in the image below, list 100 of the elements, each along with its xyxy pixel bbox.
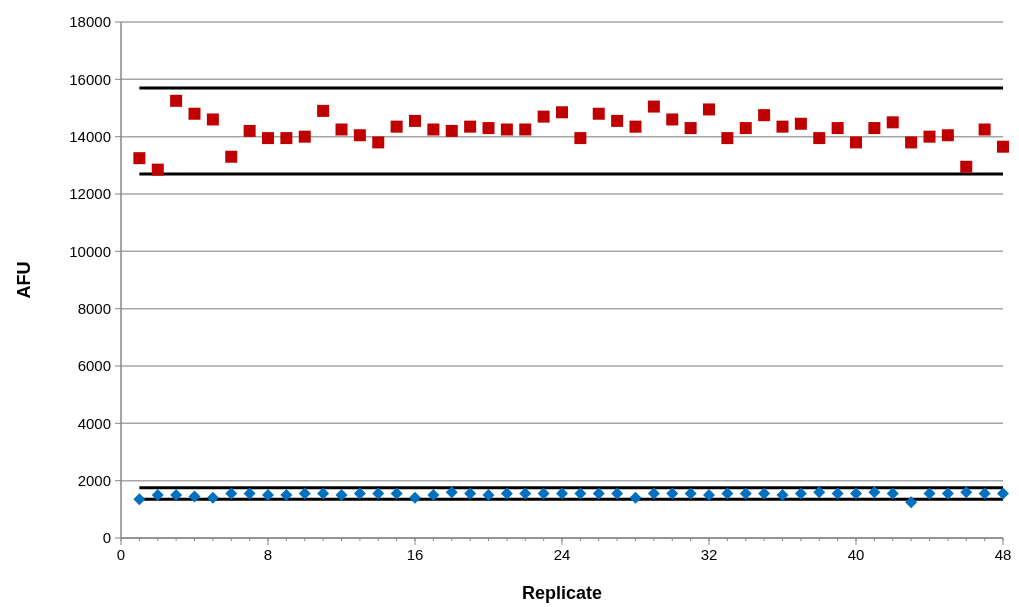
point [978,487,991,500]
point [684,122,697,135]
point [813,132,826,145]
x-tick-label: 16 [406,546,424,563]
point [133,152,146,165]
y-tick-label: 14000 [69,127,111,145]
y-tick-label: 8000 [77,299,111,317]
point [758,109,771,122]
point [611,487,624,500]
point [298,130,311,143]
point [611,114,624,127]
point [188,490,201,503]
point [500,123,513,136]
y-tick-label: 2000 [77,471,111,489]
x-tick-label: 0 [116,546,126,563]
point [133,493,146,506]
point [170,489,183,501]
point [372,487,385,500]
point [941,487,954,500]
point [794,487,807,500]
point [298,487,311,500]
point [776,489,789,501]
point [556,106,568,119]
point [923,130,936,143]
point [335,123,348,136]
point [831,122,844,135]
point [353,129,366,142]
point [739,487,752,500]
y-axis-title: AFU [14,261,34,299]
y-tick-label: 16000 [69,70,111,88]
point [629,491,642,504]
point [243,124,256,137]
point [556,487,568,500]
x-tick-label: 40 [847,546,865,563]
point [317,487,330,500]
point [905,496,918,509]
point [390,487,403,500]
point [519,123,532,136]
point [225,487,238,500]
point [886,116,899,129]
point [666,487,679,500]
point [629,120,642,133]
point [684,487,697,500]
point [464,487,477,500]
point [997,487,1009,500]
point [151,489,164,501]
point [758,487,771,500]
point [794,117,807,130]
point [243,487,256,500]
point [721,132,734,145]
point [960,160,973,173]
y-tick-label: 0 [102,529,111,547]
point [206,113,219,126]
point [537,110,550,123]
point [868,486,881,499]
point [500,487,513,500]
point [537,487,550,500]
y-tick-label: 18000 [69,13,111,31]
point [647,487,660,500]
point [647,100,660,113]
point [960,486,973,499]
point [280,132,293,145]
y-tick-label: 6000 [77,357,111,375]
point [666,113,679,126]
point [592,107,605,120]
point [464,120,477,133]
point [262,132,274,145]
point [721,487,734,500]
point [427,489,440,501]
point [353,487,366,500]
point [978,123,991,136]
x-tick-label: 32 [700,546,718,563]
point [482,122,495,135]
x-tick-label: 24 [553,546,571,563]
point [317,104,330,117]
x-tick-label: 8 [263,546,273,563]
point [574,132,587,145]
point [831,487,844,500]
point [905,136,918,149]
point [592,487,605,500]
y-tick-label: 12000 [69,185,111,203]
point [427,123,440,136]
point [445,486,458,499]
point [409,491,421,504]
point [409,114,421,127]
point [923,487,936,500]
x-axis-title: Replicate [521,583,603,603]
point [997,140,1009,153]
point [151,163,164,176]
y-tick-label: 10000 [69,242,111,260]
point [482,489,495,501]
point [703,489,715,501]
point [703,103,715,116]
point [850,487,862,500]
x-tick-label: 48 [994,546,1012,563]
y-tick-label: 4000 [77,414,111,432]
point [850,136,862,149]
point [372,136,385,149]
point [445,124,458,137]
point [574,487,587,500]
